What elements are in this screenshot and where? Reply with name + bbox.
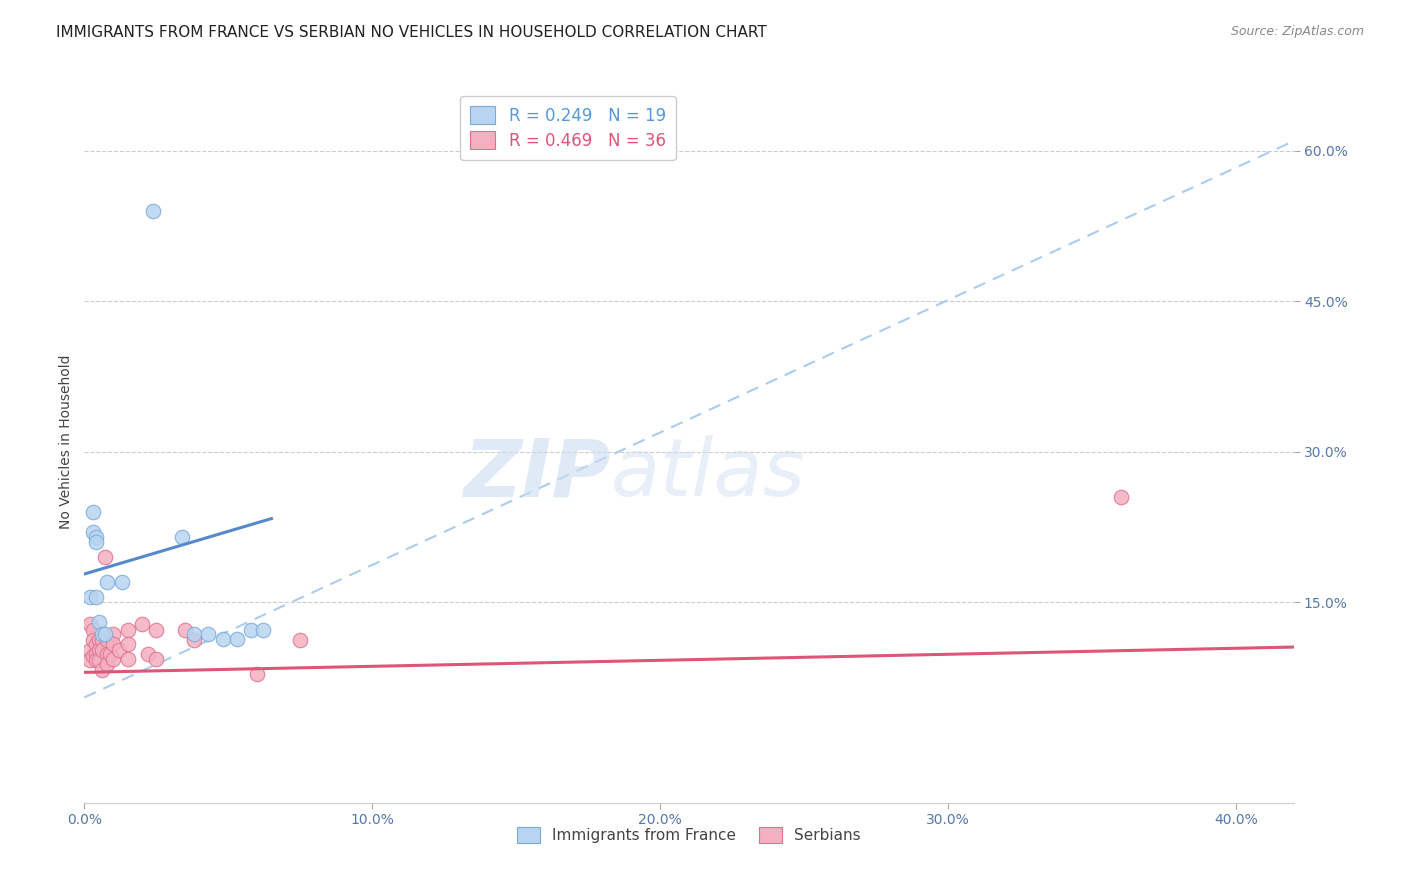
Point xyxy=(183,633,205,648)
Point xyxy=(84,653,107,667)
Point xyxy=(82,505,104,519)
Point xyxy=(101,627,124,641)
Legend: Immigrants from France, Serbians: Immigrants from France, Serbians xyxy=(510,821,868,849)
Point xyxy=(90,627,112,641)
Point xyxy=(96,633,118,648)
Point xyxy=(252,623,274,637)
Point xyxy=(197,627,219,641)
Point xyxy=(111,575,134,590)
Point xyxy=(98,648,121,662)
Point xyxy=(117,637,139,651)
Point xyxy=(84,530,107,544)
Point xyxy=(82,623,104,637)
Text: IMMIGRANTS FROM FRANCE VS SERBIAN NO VEHICLES IN HOUSEHOLD CORRELATION CHART: IMMIGRANTS FROM FRANCE VS SERBIAN NO VEH… xyxy=(56,25,768,40)
Point xyxy=(90,643,112,657)
Text: atlas: atlas xyxy=(610,435,806,513)
Point xyxy=(84,637,107,651)
Point xyxy=(117,623,139,637)
Text: Source: ZipAtlas.com: Source: ZipAtlas.com xyxy=(1230,25,1364,38)
Point xyxy=(79,653,101,667)
Point xyxy=(82,633,104,648)
Point xyxy=(87,653,110,667)
Point xyxy=(246,667,269,681)
Y-axis label: No Vehicles in Household: No Vehicles in Household xyxy=(59,354,73,529)
Point xyxy=(240,623,263,637)
Point xyxy=(79,643,101,657)
Point xyxy=(93,627,115,641)
Point xyxy=(101,637,124,651)
Text: ZIP: ZIP xyxy=(463,435,610,513)
Point xyxy=(82,524,104,539)
Point xyxy=(145,623,167,637)
Point xyxy=(108,643,131,657)
Point xyxy=(90,664,112,678)
Point xyxy=(79,590,101,604)
Point xyxy=(131,617,153,632)
Point xyxy=(79,617,101,632)
Point xyxy=(87,633,110,648)
Point xyxy=(96,657,118,672)
Point xyxy=(84,535,107,549)
Point xyxy=(290,633,312,648)
Point xyxy=(96,575,118,590)
Point xyxy=(117,652,139,666)
Point xyxy=(93,549,115,564)
Point xyxy=(84,648,107,662)
Point xyxy=(142,203,165,218)
Point xyxy=(226,632,249,647)
Point xyxy=(96,648,118,662)
Point xyxy=(82,649,104,664)
Point xyxy=(183,627,205,641)
Point xyxy=(90,633,112,648)
Point xyxy=(87,615,110,630)
Point xyxy=(136,648,159,662)
Point xyxy=(145,652,167,666)
Point xyxy=(174,623,197,637)
Point xyxy=(84,590,107,604)
Point xyxy=(172,530,194,544)
Point xyxy=(101,652,124,666)
Point xyxy=(1109,490,1132,504)
Point xyxy=(87,643,110,657)
Point xyxy=(211,632,233,647)
